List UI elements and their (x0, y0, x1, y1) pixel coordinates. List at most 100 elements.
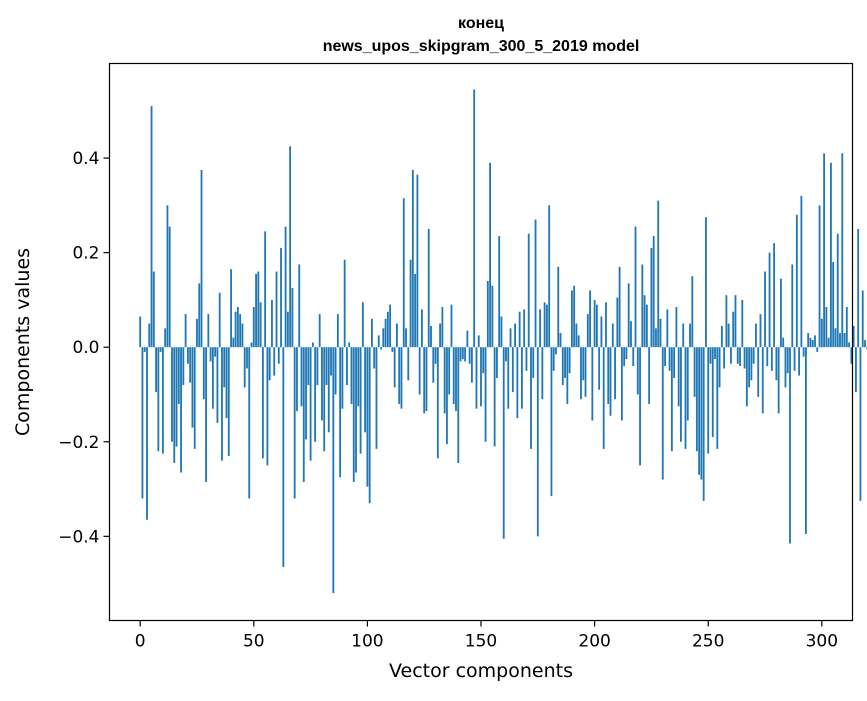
bar (411, 169, 414, 348)
bar (680, 347, 682, 442)
bar (446, 347, 448, 445)
bar (600, 316, 603, 348)
bar (146, 347, 148, 520)
bar (284, 226, 287, 348)
bar (586, 314, 589, 348)
bar (216, 347, 219, 423)
bar (577, 335, 580, 348)
bar (489, 162, 491, 348)
bar (375, 347, 378, 449)
y-tick-label: 0.4 (72, 149, 99, 169)
bar (780, 278, 782, 348)
bar (423, 347, 426, 414)
bar (189, 347, 192, 383)
x-tick-label: 300 (806, 632, 838, 652)
bar (582, 347, 585, 381)
bar (566, 347, 569, 404)
bar (302, 347, 305, 482)
bar (230, 269, 232, 348)
bar (670, 347, 673, 452)
chart-subtitle: news_upos_skipgram_300_5_2019 model (323, 38, 640, 55)
bar (764, 271, 766, 348)
bar (795, 214, 798, 348)
bar (243, 347, 246, 388)
x-tick-label: 50 (243, 632, 265, 652)
bar (832, 262, 835, 348)
bar (736, 347, 739, 364)
plot-frame (108, 62, 854, 622)
bar (720, 325, 723, 348)
bar (496, 347, 498, 378)
bar (205, 347, 207, 482)
bar (480, 347, 482, 407)
bar (557, 266, 560, 348)
bar (836, 233, 839, 348)
bar (409, 259, 412, 348)
bar (632, 347, 635, 367)
bar (441, 307, 444, 348)
bar (532, 347, 535, 378)
bar (241, 323, 244, 348)
bar (727, 323, 730, 348)
bar (734, 295, 737, 348)
bar (184, 314, 187, 348)
y-tick-label: 0.0 (72, 338, 99, 358)
bar (684, 347, 687, 449)
bar (841, 153, 844, 348)
bar (570, 290, 573, 348)
bar (484, 347, 487, 442)
bar (700, 347, 703, 480)
bar (643, 295, 646, 348)
bar (293, 347, 296, 499)
bar (266, 347, 269, 466)
bar (432, 347, 435, 383)
bar (459, 347, 462, 362)
bar (584, 347, 587, 397)
bar (807, 333, 810, 348)
bar (161, 347, 164, 454)
bar (371, 318, 373, 348)
bar (616, 297, 619, 348)
bar (775, 347, 778, 381)
bar (427, 228, 430, 348)
x-tick-label: 100 (351, 632, 383, 652)
bar (818, 205, 821, 348)
bar (307, 347, 310, 386)
bar (139, 316, 142, 348)
bar (198, 283, 201, 348)
bar (391, 347, 394, 352)
bar (486, 281, 489, 348)
bar (645, 304, 648, 348)
bar (527, 233, 530, 348)
bar (268, 347, 271, 381)
bar (334, 347, 337, 395)
bar (236, 307, 239, 348)
bar (314, 347, 317, 442)
bar (820, 318, 823, 348)
bar (718, 347, 721, 388)
bar (166, 205, 169, 348)
bar (509, 328, 512, 348)
bar (732, 311, 735, 348)
bar (825, 307, 828, 348)
x-tick-label: 0 (135, 632, 146, 652)
bar (359, 347, 362, 454)
bar (271, 299, 273, 348)
bar (614, 347, 616, 400)
bar (711, 347, 714, 438)
bar (361, 302, 364, 348)
bar (541, 347, 544, 400)
bar (214, 347, 217, 357)
bar (223, 347, 226, 388)
bar (716, 347, 719, 449)
bar (630, 321, 632, 348)
y-tick-label: −0.4 (58, 527, 99, 547)
bar (505, 347, 507, 362)
bar (834, 328, 837, 348)
bar (548, 205, 551, 348)
bar (346, 347, 348, 386)
bar (311, 342, 314, 348)
bar (159, 347, 162, 352)
